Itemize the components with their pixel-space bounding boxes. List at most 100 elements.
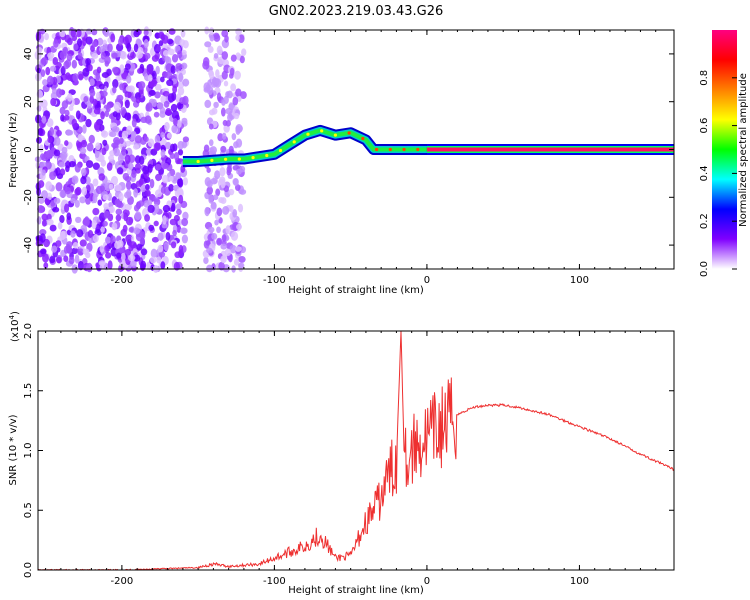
heatmap-blob — [74, 163, 81, 173]
heatmap-blob — [49, 126, 54, 137]
ridge-spot — [210, 158, 214, 162]
ridge-spot — [320, 129, 324, 133]
heatmap-blob — [86, 142, 94, 152]
heatmap-blob — [181, 62, 188, 70]
heatmap-blob — [97, 199, 103, 206]
heatmap-blob — [112, 111, 118, 118]
heatmap-blob — [66, 93, 73, 102]
heatmap-blob — [56, 88, 63, 98]
heatmap-blob — [120, 252, 126, 262]
heatmap-blob — [176, 187, 184, 196]
heatmap-blob — [125, 85, 133, 92]
heatmap-blob — [145, 189, 151, 197]
heatmap-blob — [72, 73, 79, 82]
heatmap-blob — [227, 113, 233, 122]
heatmap-blob — [161, 34, 169, 44]
heatmap-blob — [149, 256, 157, 264]
heatmap-blob — [202, 60, 210, 70]
ridge-spot — [278, 148, 283, 153]
heatmap-blob — [166, 38, 174, 45]
heatmap-blob — [41, 213, 48, 221]
heatmap-blob — [80, 139, 88, 148]
heatmap-blob — [178, 194, 184, 204]
heatmap-blob — [91, 219, 97, 230]
heatmap-blob — [114, 198, 121, 208]
heatmap-blob — [177, 149, 184, 156]
heatmap-blob — [41, 169, 46, 176]
heatmap-blob — [220, 243, 228, 250]
heatmap-blob — [122, 172, 130, 181]
heatmap-blob — [50, 97, 57, 107]
heatmap-blob — [145, 102, 153, 112]
heatmap-blob — [92, 178, 99, 187]
heatmap-blob — [206, 264, 213, 273]
y-tick-label: 1.0 — [23, 443, 34, 459]
heatmap-blob — [98, 173, 106, 181]
heatmap-blob — [36, 216, 42, 225]
heatmap-blob — [131, 118, 137, 128]
heatmap-blob — [95, 223, 101, 234]
heatmap-blob — [53, 149, 61, 157]
heatmap-blob — [37, 180, 45, 188]
heatmap-blob — [84, 216, 90, 224]
y-tick-label: -40 — [23, 237, 34, 253]
heatmap-blob — [125, 216, 134, 226]
heatmap-blob — [76, 229, 84, 238]
heatmap-blob — [214, 78, 222, 88]
heatmap-blob — [230, 54, 237, 62]
heatmap-blob — [88, 134, 95, 144]
heatmap-blob — [109, 131, 117, 138]
heatmap-blob — [80, 176, 87, 185]
heatmap-blob — [237, 203, 244, 213]
heatmap-blob — [103, 202, 109, 210]
heatmap-blob — [41, 219, 47, 227]
heatmap-blob — [36, 67, 41, 74]
snr-series-line — [37, 330, 675, 571]
heatmap-blob — [239, 189, 247, 195]
heatmap-blob — [102, 139, 108, 146]
heatmap-blob — [137, 67, 143, 74]
heatmap-blob — [51, 245, 58, 253]
heatmap-blob — [119, 137, 124, 145]
heatmap-blob — [156, 256, 162, 264]
x-tick-label: 100 — [570, 576, 589, 587]
heatmap-blob — [85, 36, 93, 45]
heatmap-blob — [170, 241, 177, 249]
heatmap-blob — [166, 79, 174, 87]
heatmap-blob — [75, 110, 81, 120]
ridge-spot — [347, 131, 351, 135]
heatmap-blob — [182, 177, 188, 186]
heatmap-blob — [226, 169, 231, 176]
x-tick-label: 0 — [424, 275, 430, 286]
heatmap-blob — [59, 51, 67, 60]
heatmap-blob — [236, 223, 242, 230]
x-tick-label: -200 — [111, 576, 134, 587]
heatmap-blob — [133, 188, 139, 198]
heatmap-blob — [96, 37, 104, 46]
heatmap-blob — [79, 147, 87, 155]
heatmap-blob — [232, 208, 238, 218]
heatmap-blob — [214, 170, 221, 180]
heatmap-blob — [110, 235, 117, 245]
heatmap-blob — [238, 34, 245, 43]
heatmap-blob — [49, 224, 57, 232]
heatmap-blob — [172, 85, 178, 94]
heatmap-blob — [170, 65, 176, 75]
heatmap-blob — [181, 234, 188, 244]
heatmap-blob — [92, 162, 100, 170]
heatmap-blob — [104, 55, 111, 65]
heatmap-blob — [41, 57, 46, 65]
heatmap-blob — [135, 51, 143, 59]
heatmap-blob — [73, 43, 79, 51]
heatmap-blob — [111, 222, 118, 231]
heatmap-blob — [60, 114, 65, 122]
heatmap-blob — [225, 107, 233, 115]
heatmap-blob — [158, 40, 164, 47]
heatmap-blob — [177, 86, 185, 96]
ridge-spot — [361, 136, 365, 141]
heatmap-blob — [174, 251, 182, 259]
heatmap-blob — [147, 74, 153, 82]
heatmap-blob — [110, 175, 119, 186]
heatmap-blob — [216, 226, 221, 234]
heatmap-blob — [235, 123, 243, 134]
